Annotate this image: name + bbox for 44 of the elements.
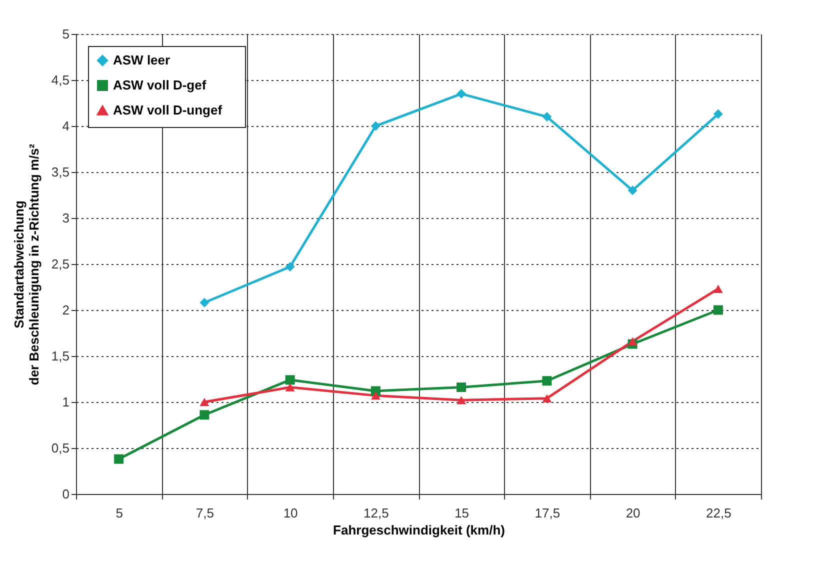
x-tick-label: 7,5 (196, 506, 214, 520)
x-tick-label: 5 (116, 506, 123, 520)
point (456, 89, 466, 99)
x-tick-label: 12,5 (364, 506, 389, 520)
y-axis-title: Standartabweichung der Beschleunigung in z-Richtung m/s² (11, 143, 42, 386)
y-tick-label: 4 (62, 118, 70, 134)
legend-label: ASW voll D-ungef (113, 102, 223, 118)
x-tick-label: 22,5 (706, 506, 732, 520)
x-axis-title: Fahrgeschwindigkeit (km/h) (333, 522, 505, 538)
point (370, 391, 380, 400)
y-tick-label: 0 (62, 486, 70, 502)
y-tick-label: 3,5 (51, 164, 70, 180)
point (285, 375, 295, 385)
point (200, 398, 210, 406)
point (200, 298, 210, 308)
point (285, 383, 295, 392)
point (542, 376, 552, 386)
x-tick-label: 17,5 (534, 506, 560, 520)
point (628, 186, 638, 196)
point (370, 121, 380, 131)
y-tick-label: 3 (62, 210, 70, 226)
x-tick-label: 20 (626, 506, 640, 520)
point (200, 410, 210, 420)
y-tick-label: 5 (62, 26, 70, 42)
point (628, 337, 638, 346)
y-tick-label: 1,5 (51, 348, 70, 364)
point (456, 382, 466, 392)
point (713, 305, 723, 315)
y-tick-label: 2,5 (51, 256, 70, 272)
x-tick-label: 10 (283, 506, 298, 520)
legend-label: ASW leer (113, 52, 170, 68)
x-tick-label: 15 (454, 506, 470, 520)
point (713, 109, 723, 119)
point (542, 394, 552, 402)
point (456, 396, 466, 404)
legend-label: ASW voll D-gef (113, 78, 207, 92)
y-tick-label: 2 (62, 302, 70, 318)
point (285, 262, 295, 272)
point (713, 284, 723, 293)
point (114, 454, 124, 464)
y-tick-label: 4,5 (51, 72, 70, 88)
y-tick-label: 0,5 (51, 440, 70, 456)
y-tick-label: 1 (62, 394, 70, 410)
point (542, 112, 552, 122)
